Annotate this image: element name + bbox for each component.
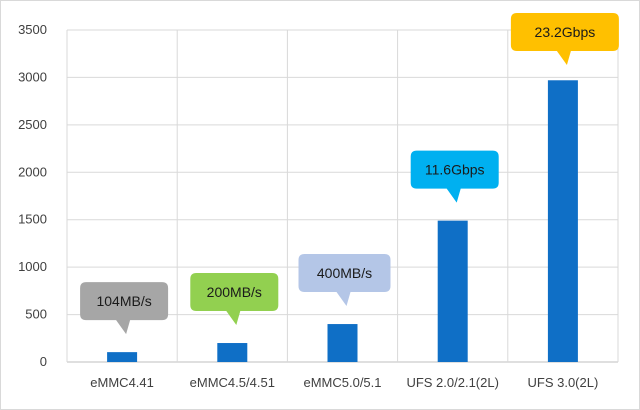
callout-label: 104MB/s — [96, 293, 151, 309]
bar — [437, 220, 468, 362]
callout-bubble — [80, 282, 169, 335]
y-tick-label: 3000 — [18, 69, 47, 84]
y-tick-label: 3500 — [18, 22, 47, 37]
callout-bubble — [190, 273, 279, 326]
callout-label: 23.2Gbps — [535, 24, 596, 40]
y-tick-label: 500 — [25, 307, 47, 322]
bar — [327, 324, 358, 362]
y-tick-label: 2500 — [18, 117, 47, 132]
y-tick-label: 0 — [40, 354, 47, 369]
y-tick-label: 1500 — [18, 212, 47, 227]
x-tick-label: eMMC5.0/5.1 — [303, 375, 381, 390]
bar — [217, 343, 248, 362]
callout-label: 11.6Gbps — [425, 162, 485, 178]
x-tick-label: eMMC4.5/4.51 — [190, 375, 275, 390]
callout-bubble — [410, 150, 499, 203]
callout-label: 400MB/s — [317, 265, 372, 281]
callout-label: 200MB/s — [207, 284, 262, 300]
callout-bubble — [510, 13, 619, 65]
y-tick-label: 2000 — [18, 164, 47, 179]
x-tick-label: UFS 3.0(2L) — [527, 375, 598, 390]
x-tick-label: UFS 2.0/2.1(2L) — [406, 375, 499, 390]
y-tick-label: 1000 — [18, 259, 47, 274]
x-tick-label: eMMC4.41 — [90, 375, 154, 390]
callout-bubble — [298, 254, 391, 307]
bar — [547, 80, 578, 362]
bar — [107, 352, 138, 362]
